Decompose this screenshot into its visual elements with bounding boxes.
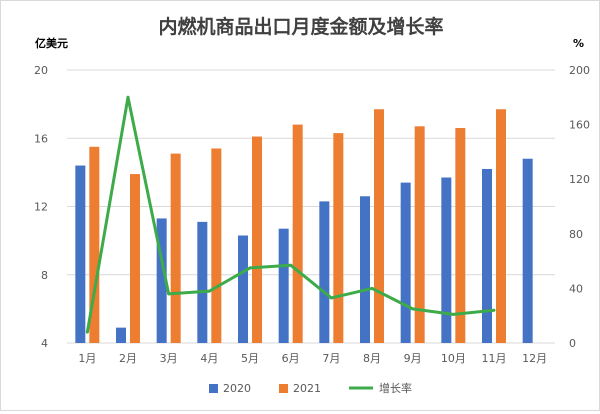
growth-point bbox=[329, 296, 333, 300]
bar-2020 bbox=[75, 165, 86, 343]
bar-2021 bbox=[292, 124, 303, 343]
y2-tick-label: 0 bbox=[569, 337, 576, 350]
legend-swatch bbox=[209, 384, 218, 393]
gridlines bbox=[67, 69, 555, 344]
y-tick-label: 4 bbox=[41, 337, 48, 350]
x-tick-label: 5月 bbox=[241, 352, 259, 365]
bar-2020 bbox=[116, 327, 126, 343]
y2-axis-label: % bbox=[573, 37, 584, 50]
growth-point bbox=[289, 263, 293, 267]
legend-label: 增长率 bbox=[379, 381, 412, 395]
bar-2021 bbox=[414, 126, 425, 344]
x-axis-ticks: 1月 2月 3月 4月 5月 6月 7月 8月 9月 10月 11月 12月 bbox=[78, 352, 547, 365]
x-tick-label: 6月 bbox=[282, 352, 300, 365]
x-tick-label: 11月 bbox=[482, 352, 507, 365]
growth-point bbox=[370, 286, 374, 290]
x-tick-label: 2月 bbox=[119, 352, 137, 365]
legend-label: 2021 bbox=[293, 382, 321, 395]
bar-2020 bbox=[238, 235, 248, 343]
growth-point bbox=[126, 95, 130, 99]
x-tick-label: 10月 bbox=[441, 352, 466, 365]
bar-2021 bbox=[496, 109, 506, 344]
growth-point bbox=[492, 308, 496, 312]
y-tick-label: 8 bbox=[41, 269, 48, 282]
bar-2021 bbox=[333, 133, 344, 343]
growth-point bbox=[85, 330, 89, 334]
x-tick-label: 3月 bbox=[160, 352, 178, 365]
y2-tick-label: 80 bbox=[569, 228, 583, 241]
growth-point bbox=[411, 307, 415, 311]
growth-point bbox=[167, 292, 171, 296]
x-tick-label: 4月 bbox=[200, 352, 218, 365]
bar-2020 bbox=[156, 218, 167, 343]
growth-point bbox=[207, 289, 211, 293]
bars bbox=[75, 109, 533, 344]
x-tick-label: 1月 bbox=[78, 352, 96, 365]
y-tick-label: 12 bbox=[34, 201, 48, 214]
bar-2020 bbox=[278, 228, 289, 343]
growth-point bbox=[248, 266, 252, 270]
growth-line bbox=[85, 95, 496, 334]
bar-2020 bbox=[482, 168, 492, 343]
x-tick-label: 8月 bbox=[363, 352, 381, 365]
legend: 2020 2021 增长率 bbox=[209, 381, 412, 395]
legend-swatch bbox=[279, 384, 288, 393]
growth-point bbox=[451, 312, 455, 316]
chart-title: 内燃机商品出口月度金额及增长率 bbox=[158, 15, 443, 38]
legend-label: 2020 bbox=[223, 382, 251, 395]
y2-tick-label: 40 bbox=[569, 282, 583, 295]
y-axis-ticks: 4 8 12 16 20 bbox=[34, 64, 48, 350]
bar-2021 bbox=[455, 128, 466, 343]
x-tick-label: 9月 bbox=[404, 352, 422, 365]
bar-2021 bbox=[170, 153, 181, 343]
y2-tick-label: 160 bbox=[569, 119, 590, 132]
y2-tick-label: 200 bbox=[569, 64, 590, 77]
bar-2020 bbox=[197, 221, 208, 343]
x-tick-label: 12月 bbox=[522, 352, 547, 365]
bar-2020 bbox=[522, 158, 533, 343]
x-tick-label: 7月 bbox=[322, 352, 340, 365]
bar-2021 bbox=[252, 136, 262, 343]
bar-2020 bbox=[441, 177, 452, 343]
bar-2020 bbox=[360, 196, 370, 343]
bar-2020 bbox=[400, 182, 411, 343]
y2-tick-label: 120 bbox=[569, 173, 590, 186]
growth-line-path bbox=[85, 95, 495, 333]
y2-axis-ticks: 0 40 80 120 160 200 bbox=[569, 64, 590, 350]
y-tick-label: 16 bbox=[34, 132, 48, 145]
y-axis-label: 亿美元 bbox=[35, 36, 68, 50]
bar-2021 bbox=[374, 109, 384, 344]
bar-2021 bbox=[89, 146, 100, 343]
bar-2021 bbox=[211, 148, 222, 343]
y-tick-label: 20 bbox=[34, 64, 48, 77]
bar-2021 bbox=[130, 174, 140, 343]
bar-2020 bbox=[319, 201, 330, 343]
